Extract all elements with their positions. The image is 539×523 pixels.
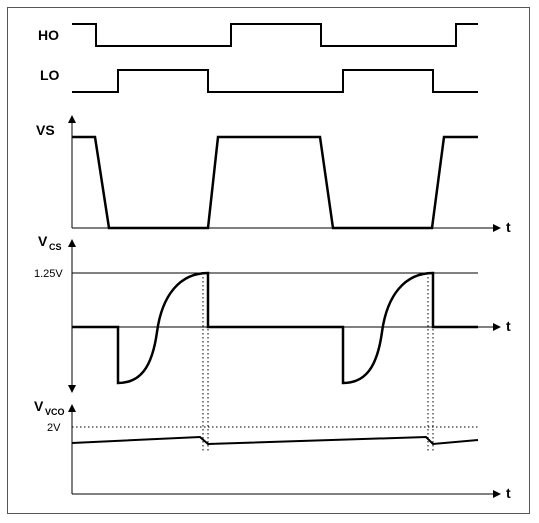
vcs-axis-t-label: t xyxy=(506,318,511,334)
vcs-label-sub: CS xyxy=(49,242,62,252)
ho-waveform xyxy=(72,23,478,47)
timing-guides xyxy=(202,273,434,452)
lo-waveform xyxy=(72,69,478,93)
vvco-axis-t-label: t xyxy=(506,485,511,501)
vcs-waveform xyxy=(72,271,478,385)
vvco-waveform xyxy=(71,435,479,446)
vvco-label-sub: VCO xyxy=(45,407,65,417)
lo-label: LO xyxy=(40,67,60,83)
vs-waveform xyxy=(72,135,478,230)
vcs-label-main: V xyxy=(38,233,48,249)
ho-label: HO xyxy=(38,27,59,43)
vcs-label: V xyxy=(38,233,48,249)
vs-axis-t-label: t xyxy=(506,219,511,235)
vvco-label-main: V xyxy=(34,398,44,414)
vvco-ref-label: 2V xyxy=(47,422,61,434)
vcs-ref-label: 1.25V xyxy=(34,268,63,280)
vvco-label: V xyxy=(34,398,44,414)
vs-label: VS xyxy=(36,122,55,138)
